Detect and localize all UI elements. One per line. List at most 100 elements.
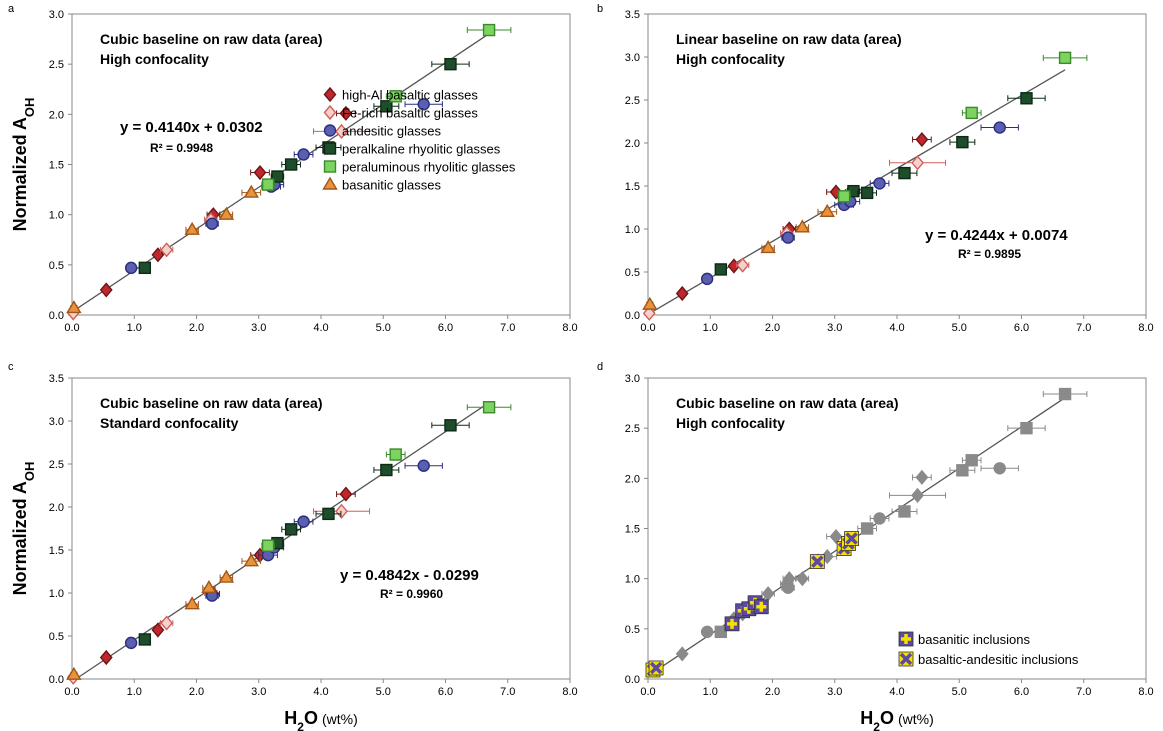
marker [714, 625, 728, 639]
panel-title: Cubic baseline on raw data (area) [676, 395, 899, 411]
marker [642, 305, 656, 321]
marker [138, 633, 152, 646]
panel: d 0.0 1.0 2.0 3.0 4.0 5.0 6.0 7.0 8.0 0.0 0.5 1.0 1.5… [597, 361, 1154, 731]
marker-cross [899, 652, 913, 666]
marker [809, 554, 825, 570]
marker [781, 581, 795, 594]
x-tick-label: 3.0 [827, 686, 842, 698]
marker [323, 86, 337, 103]
panel-title: High confocality [100, 51, 209, 67]
x-tick-label: 0.0 [640, 322, 655, 334]
y-tick-label: 0.0 [625, 310, 640, 322]
marker [322, 176, 338, 190]
marker-cross [756, 601, 767, 612]
y-tick-label: 2.5 [625, 95, 640, 107]
marker [898, 166, 911, 180]
y-tick-label: 0.0 [49, 310, 64, 322]
x-tick-label: 2.0 [765, 686, 780, 698]
marker [389, 90, 402, 103]
x-axis-label-unit: (wt%) [898, 711, 934, 727]
x-tick-label: 6.0 [438, 686, 453, 698]
legend-label: basanitic glasses [342, 178, 441, 193]
marker [898, 651, 914, 667]
y-tick-label: 1.0 [625, 574, 640, 586]
marker [151, 622, 165, 638]
x-tick-label: 2.0 [765, 322, 780, 334]
x-tick-label: 5.0 [952, 322, 967, 334]
marker-cross [649, 661, 663, 675]
marker [99, 649, 113, 666]
x-tick-label: 8.0 [562, 322, 577, 334]
x-tick-label: 5.0 [376, 686, 391, 698]
marker [99, 282, 113, 298]
y-tick-label: 2.5 [49, 59, 64, 71]
y-tick-label: 0.0 [625, 674, 640, 686]
panel-label: c [8, 361, 14, 373]
marker [389, 448, 402, 461]
marker [124, 636, 138, 650]
y-tick-label: 1.5 [625, 181, 640, 193]
marker [335, 503, 348, 519]
marker [271, 170, 284, 183]
y-tick-label: 3.0 [625, 52, 640, 64]
legend-label: basanitic inclusions [918, 632, 1031, 647]
panel-title: High confocality [676, 51, 785, 67]
panel-label: b [597, 3, 603, 15]
marker [205, 217, 219, 230]
marker [700, 625, 714, 639]
marker [184, 221, 200, 235]
x-tick-label: 3.0 [251, 322, 266, 334]
y-tick-label: 1.0 [49, 588, 64, 600]
marker [482, 401, 496, 414]
x-tick-label: 5.0 [952, 686, 967, 698]
marker [444, 57, 457, 71]
marker [335, 123, 348, 139]
marker [873, 512, 886, 525]
y-tick-label: 3.0 [49, 9, 64, 21]
x-tick-label: 4.0 [313, 322, 328, 334]
y-tick-label: 1.5 [49, 545, 64, 557]
panel-title: Cubic baseline on raw data (area) [100, 31, 323, 47]
y-axis-label-sub: OH [22, 98, 37, 118]
legend-label: Fe-rich basaltic glasses [342, 106, 478, 121]
marker-cross [811, 555, 824, 568]
y-axis-label-main: Normalized A [10, 117, 30, 231]
x-axis-label-main: H [860, 708, 873, 728]
legend-label: andesitic glasses [342, 124, 441, 139]
y-tick-label: 0.0 [49, 674, 64, 686]
marker [915, 469, 929, 485]
y-tick-label: 1.0 [49, 210, 64, 222]
marker [1020, 421, 1033, 435]
y-tick-label: 2.0 [625, 473, 640, 485]
x-axis-label-unit: (wt%) [322, 711, 358, 727]
marker [323, 160, 337, 173]
marker [956, 135, 969, 149]
x-tick-label: 7.0 [1076, 686, 1091, 698]
x-tick-label: 2.0 [189, 686, 204, 698]
marker-cross [727, 618, 738, 629]
marker [911, 487, 924, 503]
x-tick-label: 3.0 [251, 686, 266, 698]
y-tick-label: 2.0 [625, 138, 640, 150]
marker [184, 596, 200, 610]
x-axis-label: H2O (wt%) [860, 708, 933, 731]
legend-label: peraluminous rhyolitic glasses [342, 160, 516, 175]
marker [675, 285, 689, 302]
marker [911, 155, 924, 171]
marker [243, 553, 260, 567]
x-axis-label: H2O (wt%) [284, 708, 357, 731]
x-tick-label: 2.0 [189, 322, 204, 334]
x-tick-label: 4.0 [889, 322, 904, 334]
legend-label: basaltic-andesitic inclusions [918, 652, 1079, 667]
marker [860, 522, 874, 535]
y-tick-label: 3.5 [625, 9, 640, 21]
y-tick-label: 2.0 [49, 502, 64, 514]
marker [261, 178, 275, 191]
marker [898, 631, 914, 647]
marker [860, 186, 874, 200]
marker [417, 98, 430, 111]
marker [243, 184, 260, 198]
x-tick-label: 1.0 [703, 322, 718, 334]
y-axis-label-main: Normalized A [10, 481, 30, 595]
